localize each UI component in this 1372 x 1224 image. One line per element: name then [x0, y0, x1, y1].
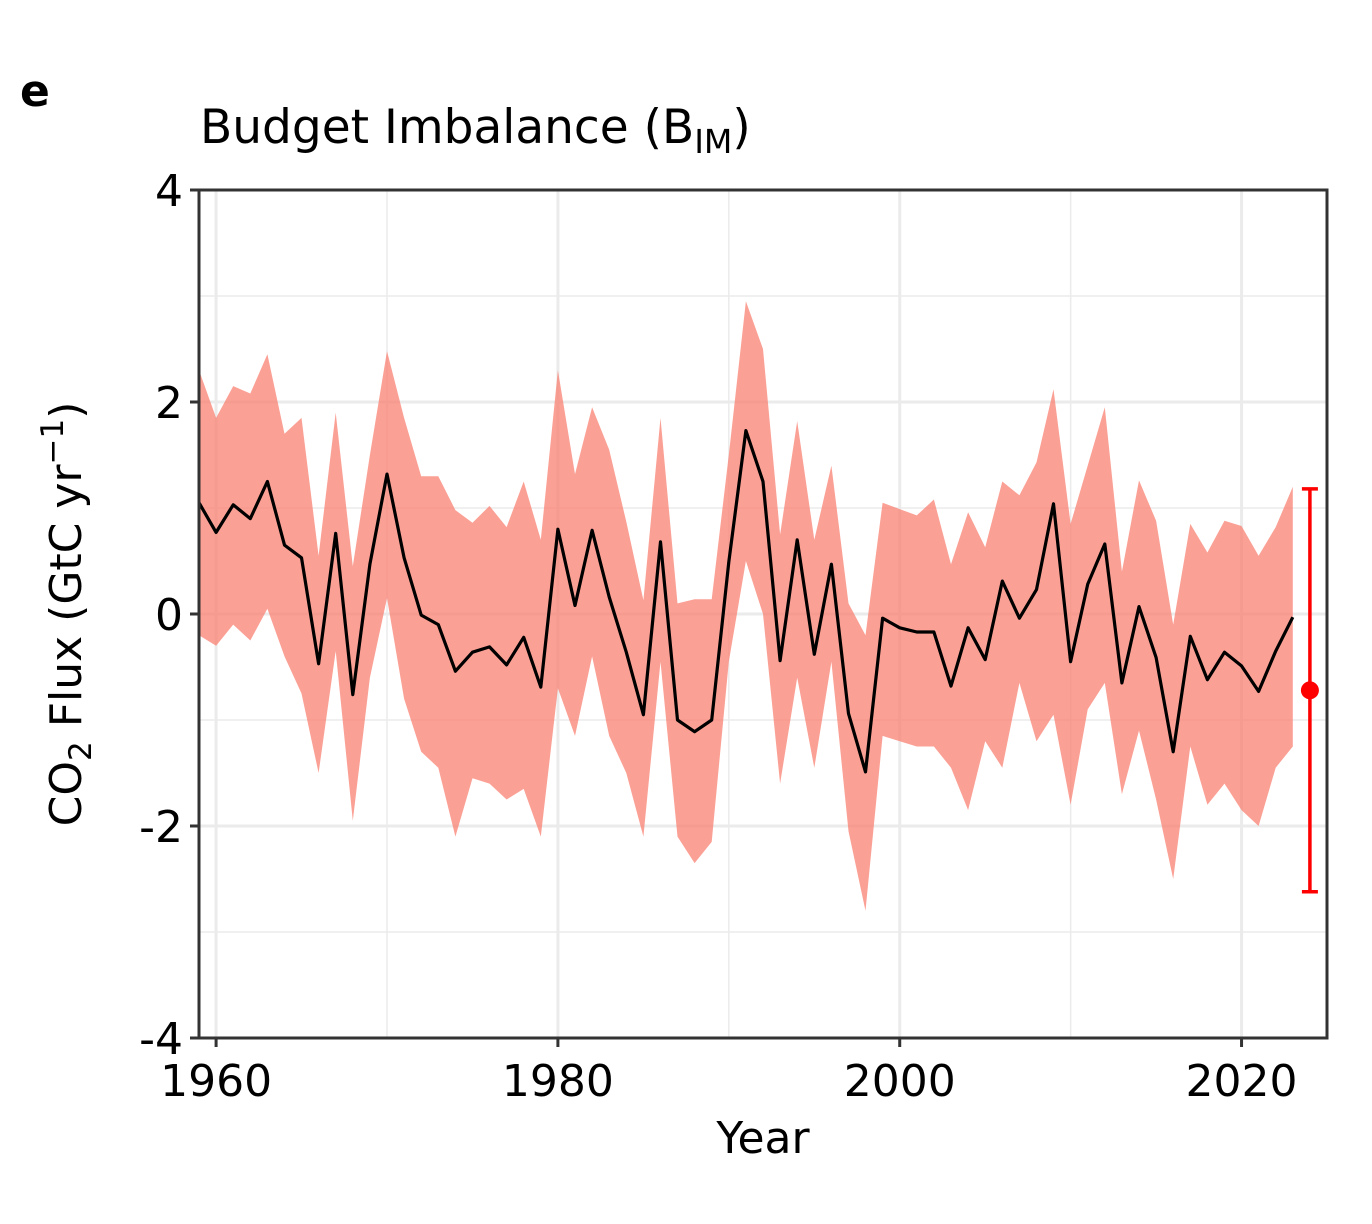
y-axis-title: CO2 Flux (GtC yr−1) — [35, 402, 99, 827]
uncertainty-band — [199, 301, 1293, 911]
x-tick-label: 2000 — [844, 1056, 956, 1107]
chart-title-main: Budget Imbalance (B — [200, 100, 694, 155]
uncertainty-band-layer — [199, 301, 1293, 911]
y-tick-label: -4 — [139, 1014, 183, 1065]
x-axis-title: Year — [715, 1113, 810, 1164]
errorbar-point — [1300, 681, 1319, 700]
y-axis-title-part3: ) — [41, 402, 92, 419]
chart-title-subscript: IM — [694, 122, 732, 161]
y-tick-label: -2 — [139, 802, 183, 853]
y-axis-title-subscript: 2 — [63, 741, 99, 761]
x-tick-label: 2020 — [1186, 1056, 1298, 1107]
panel-label: e — [20, 66, 50, 117]
chart-title: Budget Imbalance (BIM) — [200, 100, 751, 161]
y-tick-label: 2 — [155, 378, 183, 429]
y-axis-title-part1: CO — [41, 761, 92, 826]
x-tick-label: 1960 — [160, 1056, 272, 1107]
y-tick-label: 0 — [155, 590, 183, 641]
imbalance-line-layer — [197, 429, 1295, 774]
y-axis-title-part2: Flux (GtC yr — [41, 464, 92, 742]
errorbar-layer — [1300, 487, 1319, 894]
chart-title-close: ) — [732, 100, 750, 155]
y-axis-title-superscript: −1 — [35, 419, 71, 465]
imbalance-line — [197, 429, 1295, 774]
x-tick-label: 1980 — [502, 1056, 614, 1107]
axis-ticks: 1960 1980 2000 2020 -4 -2 0 2 4 — [139, 166, 1297, 1107]
y-tick-label: 4 — [155, 166, 183, 217]
